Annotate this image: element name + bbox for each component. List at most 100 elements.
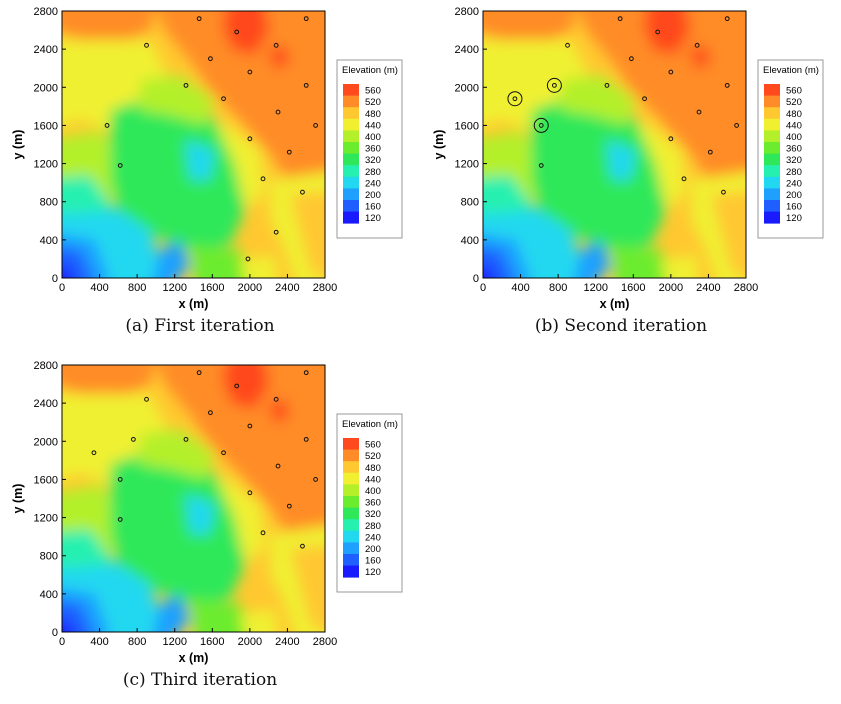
sample-point [300, 543, 305, 549]
legend-swatch [764, 153, 780, 166]
y-tick-label: 2000 [34, 436, 58, 448]
highlight-ring [533, 117, 549, 133]
y-tick-label: 2000 [34, 82, 58, 94]
zone-green-south [190, 245, 256, 278]
sample-point [273, 42, 279, 48]
sample-point [117, 517, 123, 522]
legend-swatch [764, 142, 780, 154]
zone-cyan-center [185, 494, 215, 534]
legend-label: 440 [365, 120, 381, 131]
sample-point [130, 436, 136, 442]
zone-red-small [268, 45, 290, 70]
sample-point [617, 16, 623, 22]
x-axis: 0 400 800 1200 1600 2000 2400 2800 [59, 274, 337, 294]
y-tick-label: 400 [40, 235, 58, 247]
y-tick-label: 1200 [455, 159, 479, 171]
sample-point [724, 82, 730, 88]
x-tick-label: 2800 [313, 636, 337, 648]
x-tick-label: 800 [128, 636, 146, 648]
sample-point [234, 29, 240, 35]
zone-orange-nw [483, 11, 576, 45]
legend-swatch [764, 107, 780, 120]
legend-label: 280 [365, 167, 381, 178]
zone-yellow-left [62, 40, 170, 130]
panel-second-iteration: 0 400 800 1200 1600 2000 2400 2800 0 400 800 1200 16… [421, 0, 831, 350]
legend-label: 200 [365, 544, 381, 555]
legend-label: 480 [365, 463, 381, 474]
y-tick-label: 2800 [34, 6, 58, 18]
x-tick-label: 1600 [621, 282, 645, 294]
x-tick-label: 1200 [162, 282, 186, 294]
y-tick-label: 2000 [455, 82, 479, 94]
zone-teal-sw [62, 529, 115, 569]
sample-point [144, 396, 149, 402]
zone-green-south [190, 599, 256, 632]
zone-yellow-mid [215, 474, 265, 564]
sample-point [303, 82, 309, 88]
legend-swatch [764, 118, 780, 131]
legend-label: 400 [365, 132, 381, 143]
sample-point [668, 136, 674, 142]
y-tick-label: 2800 [455, 6, 479, 18]
legend-swatch [343, 530, 359, 543]
zone-red-peak [222, 11, 270, 55]
x-tick-label: 400 [511, 282, 529, 294]
zone-yellow-left [62, 394, 170, 484]
legend-label: 320 [786, 155, 802, 166]
zone-yellow-left [483, 40, 591, 130]
y-tick-label: 2400 [34, 44, 58, 56]
zone-yellow-south [240, 609, 278, 632]
legend-swatch [343, 176, 359, 189]
zone-blue-bottom-mid [153, 240, 190, 278]
x-tick-label: 2400 [275, 636, 299, 648]
highlight-ring [546, 77, 562, 93]
legend-swatch [343, 554, 359, 566]
sample-point [303, 16, 309, 22]
sample-point [247, 490, 253, 496]
x-axis-title: x (m) [179, 651, 209, 665]
zone-yellow-mid [215, 120, 265, 210]
legend: Elevation (m) 560520480440400360320280240… [336, 59, 403, 239]
legend: Elevation (m) 560520480440400360320280240… [757, 59, 824, 239]
sample-points [507, 16, 740, 195]
x-tick-label: 800 [128, 282, 146, 294]
zone-yellow-mid [636, 120, 686, 210]
elevation-field [62, 11, 325, 278]
sample-point [313, 123, 319, 128]
zone-blue-bottom-mid [153, 594, 190, 632]
legend-swatch [764, 95, 780, 108]
zone-green-center [531, 90, 666, 250]
sample-point [208, 410, 213, 416]
plot-frame [61, 10, 326, 279]
legend-swatch [343, 449, 359, 462]
x-tick-label: 1600 [200, 282, 224, 294]
sample-point [275, 109, 281, 115]
zone-red-small [268, 399, 290, 424]
legend-label: 120 [365, 567, 381, 578]
legend-swatch [343, 142, 359, 154]
legend-label: 120 [786, 213, 802, 224]
sample-point [734, 123, 740, 128]
zone-lightorange [711, 191, 746, 278]
caption-a: (a) First iteration [125, 316, 275, 336]
legend-swatch [764, 176, 780, 189]
sample-point [234, 383, 240, 389]
legend-label: 200 [786, 190, 802, 201]
legend-swatch [343, 118, 359, 131]
sample-point [273, 396, 279, 402]
elevation-field [62, 365, 325, 632]
legend-swatch [343, 542, 359, 555]
sample-point [681, 176, 687, 182]
highlight-ring [507, 91, 523, 107]
legend-label: 240 [786, 178, 802, 189]
sample-point [512, 96, 518, 102]
legend-label: 360 [365, 498, 381, 509]
y-tick-label: 400 [40, 589, 58, 601]
y-axis: 0 400 800 1200 1600 2000 2400 2800 [455, 6, 487, 285]
legend-swatch [343, 188, 359, 201]
x-tick-label: 0 [59, 282, 65, 294]
legend-label: 360 [365, 144, 381, 155]
sample-point [538, 163, 544, 168]
sample-point [247, 69, 253, 75]
legend-title: Elevation (m) [342, 65, 398, 76]
